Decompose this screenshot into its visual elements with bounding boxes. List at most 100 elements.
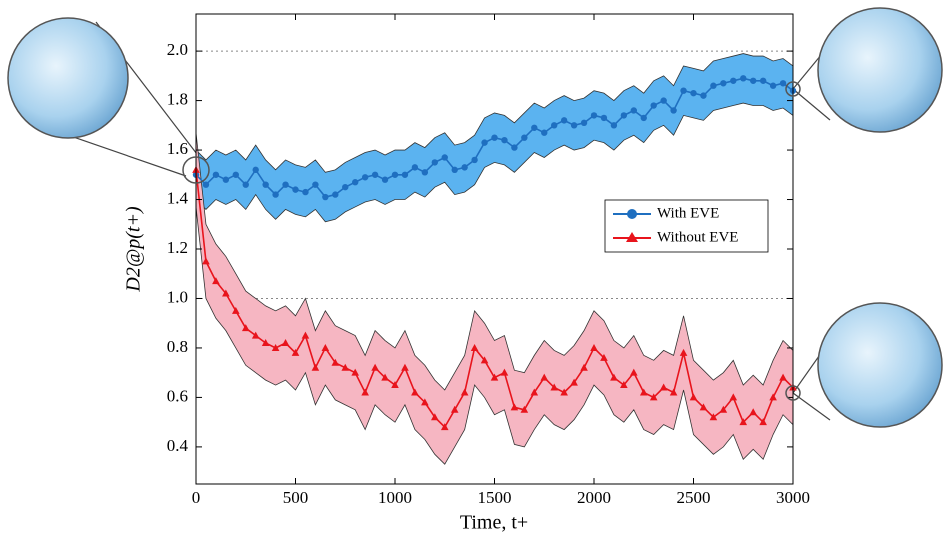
y-tick-label: 1.6 (167, 139, 188, 158)
marker (501, 136, 508, 144)
marker (332, 191, 339, 198)
marker (212, 171, 220, 178)
x-tick-label: 0 (192, 488, 201, 507)
marker (560, 117, 568, 124)
marker (421, 169, 429, 176)
marker (600, 353, 608, 361)
marker (450, 405, 459, 413)
marker (431, 413, 439, 421)
marker (421, 398, 429, 406)
marker (500, 368, 509, 376)
y-tick-label: 1.4 (167, 188, 189, 207)
marker (262, 181, 269, 188)
marker (381, 373, 389, 381)
marker (759, 77, 767, 84)
marker (331, 358, 340, 366)
marker (411, 388, 419, 396)
marker (282, 181, 289, 188)
marker (659, 383, 668, 391)
marker (212, 277, 220, 285)
legend-marker (627, 209, 637, 219)
marker (391, 171, 399, 178)
marker (541, 129, 548, 136)
y-tick-label: 1.2 (167, 238, 188, 257)
legend-marker (626, 232, 638, 242)
marker (272, 191, 279, 198)
marker (471, 156, 478, 164)
marker (779, 373, 787, 381)
marker (640, 114, 647, 122)
y-tick-label: 0.6 (167, 386, 188, 405)
y-tick-label: 0.8 (167, 337, 188, 356)
marker (202, 181, 210, 188)
marker (232, 171, 239, 178)
marker (590, 343, 598, 351)
marker (699, 403, 708, 411)
marker (700, 92, 707, 99)
marker (660, 97, 667, 104)
marker (381, 176, 389, 183)
marker (630, 107, 637, 114)
marker (411, 164, 419, 171)
marker (441, 154, 448, 161)
marker (620, 112, 628, 119)
marker (391, 381, 399, 389)
marker (222, 176, 230, 183)
marker (769, 82, 777, 89)
marker (570, 378, 578, 386)
marker (261, 339, 270, 346)
marker (371, 171, 379, 178)
marker (669, 388, 678, 396)
marker (779, 80, 787, 87)
x-tick-label: 1000 (378, 488, 412, 507)
x-tick-label: 3000 (776, 488, 810, 507)
x-tick-label: 500 (283, 488, 309, 507)
marker (311, 363, 320, 371)
x-axis-label: Time, t+ (460, 512, 528, 534)
marker (342, 183, 349, 191)
legend-label: With EVE (657, 205, 719, 221)
marker (510, 403, 519, 411)
marker (769, 393, 777, 401)
x-tick-label: 1500 (478, 488, 512, 507)
marker (639, 388, 648, 396)
marker (620, 381, 628, 389)
marker (729, 393, 738, 401)
marker (580, 363, 588, 371)
marker (749, 408, 757, 416)
marker (281, 339, 290, 346)
marker (709, 413, 718, 421)
marker (491, 134, 498, 141)
marker (610, 122, 618, 129)
marker (570, 122, 578, 129)
marker (730, 77, 737, 84)
marker (650, 102, 657, 109)
marker (710, 82, 717, 89)
marker (679, 348, 688, 356)
marker (690, 89, 697, 97)
marker (401, 171, 409, 178)
y-tick-label: 1.0 (167, 287, 188, 306)
x-tick-label: 2000 (577, 488, 611, 507)
marker (401, 363, 409, 371)
marker (252, 166, 259, 174)
marker (530, 388, 539, 396)
marker (361, 388, 369, 396)
marker (292, 186, 299, 193)
marker (740, 75, 747, 82)
marker (689, 393, 698, 401)
marker (440, 423, 449, 431)
marker (481, 139, 488, 146)
marker (600, 114, 608, 122)
marker (680, 87, 687, 94)
snapshots (7, 7, 943, 428)
marker (302, 188, 309, 196)
marker (371, 363, 379, 371)
marker (670, 107, 677, 114)
marker (759, 418, 767, 426)
marker (630, 368, 638, 376)
y-tick-label: 1.8 (167, 89, 188, 108)
marker (480, 356, 489, 364)
y-tick-label: 0.4 (167, 436, 189, 455)
